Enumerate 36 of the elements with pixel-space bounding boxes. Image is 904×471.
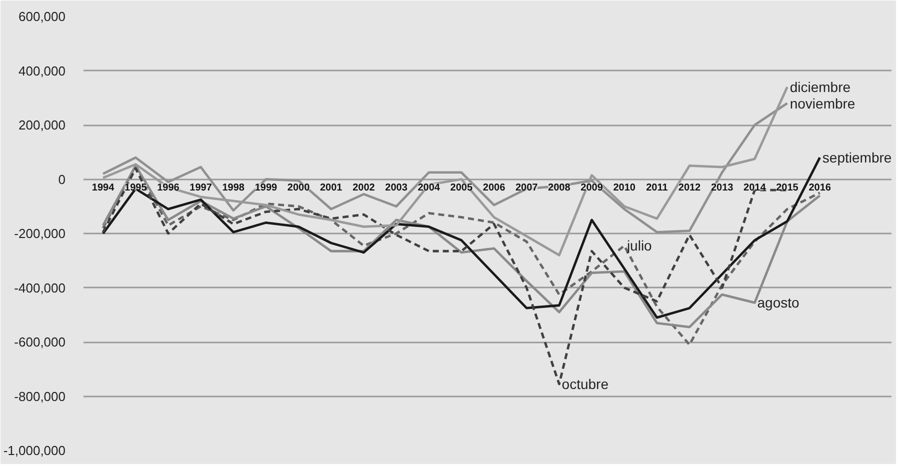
annotation: agosto <box>757 294 800 311</box>
x-tick-label: 1997 <box>190 182 212 194</box>
x-tick-label: 2015 <box>776 182 799 194</box>
x-tick-label: 2001 <box>320 182 343 194</box>
y-tick-label: 400,000 <box>18 63 66 78</box>
annotation: noviembre <box>790 95 856 112</box>
x-tick-label: 2007 <box>515 182 538 194</box>
x-tick-label: 2011 <box>646 182 668 194</box>
y-tick-label: -400,000 <box>14 280 66 296</box>
y-tick-label: 200,000 <box>18 118 66 132</box>
y-tick-label: -600,000 <box>14 334 66 350</box>
x-tick-label: 2003 <box>385 182 408 194</box>
annotation: octubre <box>562 376 609 392</box>
x-tick-label: 2010 <box>613 182 636 194</box>
annotation: septiembre <box>822 150 892 166</box>
y-tick-label: -1,000,000 <box>3 443 66 458</box>
x-tick-label: 2014 <box>744 182 766 194</box>
annotation: diciembre <box>790 79 851 96</box>
x-tick-label: 1998 <box>222 182 245 194</box>
x-tick-label: 2002 <box>352 182 376 194</box>
annotation: julio <box>626 238 652 254</box>
x-tick-label: 2004 <box>418 182 440 194</box>
y-tick-label: -800,000 <box>14 388 66 404</box>
x-tick-label: 2005 <box>450 182 473 194</box>
x-tick-label: 2006 <box>482 182 506 194</box>
x-tick-label: 2000 <box>287 182 310 194</box>
x-tick-label: 2016 <box>808 182 832 194</box>
x-tick-label: 2009 <box>580 182 604 194</box>
x-tick-label: 1999 <box>254 182 278 194</box>
x-tick-label: 2013 <box>710 182 734 194</box>
x-tick-label: 1994 <box>92 182 115 194</box>
x-tick-label: 1995 <box>124 182 148 194</box>
x-tick-label: 2012 <box>678 182 702 194</box>
y-tick-label: 600,000 <box>18 9 66 24</box>
y-tick-label: 0 <box>58 172 66 187</box>
y-tick-label: -200,000 <box>14 226 66 241</box>
